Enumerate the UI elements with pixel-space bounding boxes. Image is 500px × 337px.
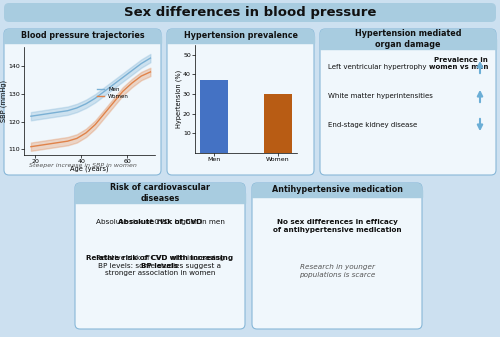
Text: Prevalence in
women vs men: Prevalence in women vs men bbox=[428, 57, 488, 70]
Text: Relative risk of CVD with increasing
BP levels: Relative risk of CVD with increasing BP … bbox=[86, 255, 234, 269]
Bar bbox=[75, 193, 245, 203]
FancyBboxPatch shape bbox=[4, 3, 496, 22]
Text: Absolute risk of CVD: higher in men: Absolute risk of CVD: higher in men bbox=[96, 219, 224, 225]
FancyBboxPatch shape bbox=[320, 29, 496, 49]
Text: Relative risk of CVD with increasing
BP levels: some studies suggest a
stronger : Relative risk of CVD with increasing BP … bbox=[96, 255, 224, 276]
Text: White matter hyperintensities: White matter hyperintensities bbox=[328, 93, 433, 99]
Bar bbox=[167, 36, 314, 43]
FancyBboxPatch shape bbox=[252, 183, 422, 197]
Text: Left ventricular hypertrophy: Left ventricular hypertrophy bbox=[328, 64, 426, 70]
Text: Sex differences in blood pressure: Sex differences in blood pressure bbox=[124, 6, 376, 19]
FancyBboxPatch shape bbox=[252, 183, 422, 329]
FancyBboxPatch shape bbox=[4, 29, 161, 175]
Text: Hypertension prevalence: Hypertension prevalence bbox=[184, 31, 298, 40]
FancyBboxPatch shape bbox=[320, 29, 496, 175]
FancyBboxPatch shape bbox=[167, 29, 314, 43]
Text: Absolute risk of CVD: Absolute risk of CVD bbox=[118, 219, 202, 225]
Bar bbox=[4, 36, 161, 43]
Text: Antihypertensive medication: Antihypertensive medication bbox=[272, 185, 402, 194]
FancyBboxPatch shape bbox=[167, 29, 314, 175]
Text: End-stage kidney disease: End-stage kidney disease bbox=[328, 122, 417, 128]
Text: Risk of cardiovascular
diseases: Risk of cardiovascular diseases bbox=[110, 183, 210, 203]
FancyBboxPatch shape bbox=[75, 183, 245, 329]
X-axis label: Age (years): Age (years) bbox=[70, 165, 109, 172]
FancyBboxPatch shape bbox=[75, 183, 245, 203]
Bar bbox=[264, 94, 292, 153]
Text: Blood pressure trajectories: Blood pressure trajectories bbox=[20, 31, 144, 40]
FancyBboxPatch shape bbox=[4, 29, 161, 43]
Bar bbox=[320, 39, 496, 49]
Text: No sex differences in efficacy
of antihypertensive medication: No sex differences in efficacy of antihy… bbox=[272, 219, 402, 233]
Y-axis label: Hypertension (%): Hypertension (%) bbox=[175, 70, 182, 128]
Bar bbox=[200, 80, 228, 153]
Text: Hypertension mediated
organ damage: Hypertension mediated organ damage bbox=[355, 29, 461, 49]
Legend: Men, Women: Men, Women bbox=[95, 84, 132, 101]
Text: Steeper increase in SBP in women: Steeper increase in SBP in women bbox=[28, 163, 136, 168]
Y-axis label: SBP (mmHg): SBP (mmHg) bbox=[0, 80, 6, 122]
Text: Research in younger
populations is scarce: Research in younger populations is scarc… bbox=[299, 264, 375, 278]
Bar bbox=[252, 190, 422, 197]
